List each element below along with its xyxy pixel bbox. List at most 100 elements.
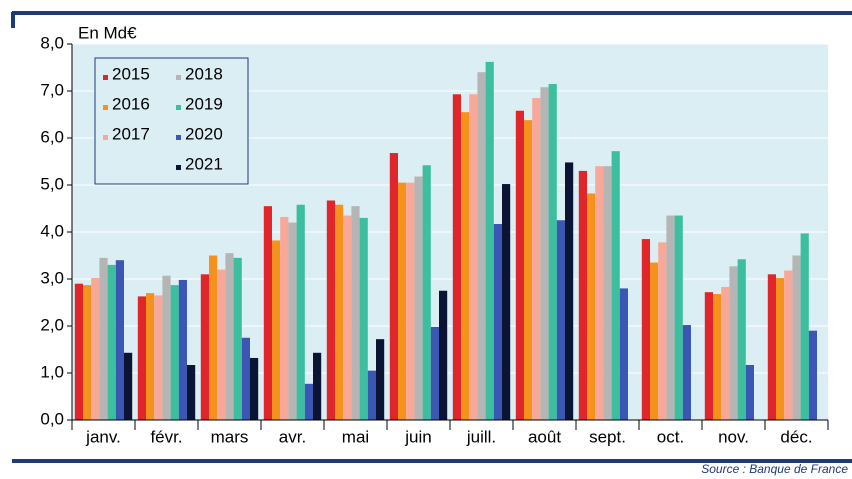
bar [603,166,612,420]
bar [587,193,596,420]
bar [792,255,801,420]
legend-swatch [103,135,108,140]
legend-swatch [103,105,108,110]
bar [250,357,259,420]
y-tick-label: 6,0 [40,127,64,146]
bar [389,153,398,421]
bar [398,182,407,420]
bar [146,293,155,420]
bar [83,285,92,420]
bar [452,94,461,420]
bar [619,288,628,420]
bar [326,200,335,420]
bar [502,184,511,420]
bar [376,339,385,420]
x-tick-label: oct. [657,427,684,446]
bar [704,292,713,420]
legend-label: 2015 [112,64,150,83]
bar [682,325,691,420]
bar [422,165,431,420]
bar [737,259,746,420]
legend-label: 2020 [185,124,223,143]
bar [241,337,250,420]
x-tick-label: août [528,427,561,446]
bar [658,242,667,420]
bar [74,283,83,420]
bar [515,110,524,421]
bar [272,240,281,420]
bar [650,262,659,420]
bar [666,215,675,420]
bar [800,233,809,420]
y-tick-label: 8,0 [40,33,64,52]
bar [217,269,226,420]
bar [154,295,163,420]
bar [641,239,650,420]
legend-swatch [176,165,181,170]
bar [721,286,730,420]
legend-swatch [176,105,181,110]
bar [137,296,146,420]
x-tick-label: nov. [718,427,749,446]
bar [477,72,486,420]
bar [263,206,272,420]
bar [170,285,179,420]
bar [359,217,368,420]
x-tick-label: juill. [466,427,496,446]
bar [178,279,187,420]
bar [767,274,776,420]
bar [233,257,242,420]
bar [469,94,478,420]
bar [162,275,171,420]
bar [296,204,305,420]
bar [124,352,133,420]
y-axis-label: En Md€ [78,23,137,42]
y-tick-label: 0,0 [40,409,64,428]
y-tick-label: 3,0 [40,268,64,287]
bar [414,176,423,420]
y-tick-label: 7,0 [40,80,64,99]
bar [729,266,738,420]
bar [115,260,124,420]
bar [99,257,108,420]
bar [713,294,722,420]
bar [532,98,541,421]
bar [288,222,297,420]
x-tick-label: déc. [780,427,812,446]
x-tick-label: juin [404,427,431,446]
bar [187,365,196,420]
legend-swatch [176,135,181,140]
x-tick-label: févr. [150,427,182,446]
bar [524,120,533,420]
bar [335,204,344,420]
bar [406,182,415,420]
bar [745,365,754,420]
bar [225,253,234,420]
bar [107,264,116,420]
source: Source : Banque de France [701,462,848,476]
bar [578,170,587,420]
bar [461,112,470,421]
y-tick-label: 5,0 [40,174,64,193]
bar [304,383,313,420]
x-tick-label: mai [342,427,369,446]
bar [209,255,218,420]
bar [493,224,502,420]
x-tick-label: mars [211,427,249,446]
bar [674,215,683,420]
bar [200,274,209,420]
bar [540,87,549,421]
y-tick-label: 1,0 [40,362,64,381]
x-tick-label: sept. [589,427,626,446]
bar [367,370,376,420]
bar [556,220,565,420]
bar [280,216,289,420]
legend-label: 2021 [185,154,223,173]
x-tick-label: janv. [85,427,121,446]
legend-label: 2016 [112,94,150,113]
bar [485,61,494,421]
bar [565,162,574,420]
bar [548,83,557,420]
